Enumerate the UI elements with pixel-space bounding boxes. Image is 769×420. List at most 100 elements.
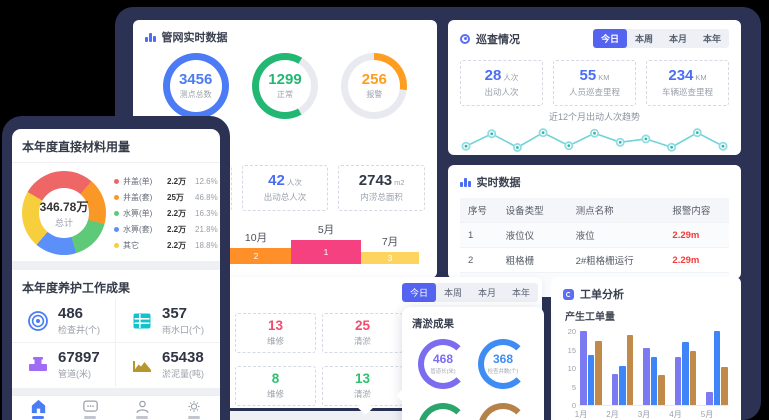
column-header: 序号 — [460, 198, 498, 223]
stat-value: 65438 — [162, 349, 204, 366]
trend-line-svg — [461, 128, 728, 152]
dredge-popover: 清淤成果 468 管道长(米) 368 检查井数(个) — [396, 307, 544, 420]
stat-value-row: 234 KM — [668, 68, 706, 83]
tab-今日[interactable]: 今日 — [401, 283, 436, 302]
legend-name: 其它 — [123, 240, 139, 250]
y-tick-label: 15 — [567, 345, 576, 355]
stat-texts: 65438 淤泥量(吨) — [162, 350, 204, 380]
table-cell: 2 — [460, 247, 498, 273]
legend-dot — [114, 210, 119, 216]
materials-card: 本年度直接材料用量 346.78万 总计 井盖(单) 2.2万 12.6% 井盖(套)… — [12, 129, 220, 261]
nav-item-profile[interactable] — [116, 396, 168, 420]
trend-chart — [448, 123, 741, 162]
table-header-row: 序号 设备类型 测点名称 报警内容 — [460, 198, 729, 223]
podium-bar: 1 — [291, 240, 361, 264]
bar-group — [642, 347, 666, 405]
y-tick-label: 0 — [571, 401, 576, 410]
legend-percent: 21.8% — [195, 224, 218, 234]
phone-frame: 本年度直接材料用量 346.78万 总计 井盖(单) 2.2万 12.6% 井盖(套)… — [2, 116, 230, 420]
stat-label: 出动人次 — [484, 87, 519, 97]
legend-value: 2.2万 — [167, 208, 187, 218]
month-rank-podium: 10月 2 5月 1 7月 3 — [221, 222, 419, 264]
stat-label: 检查井(个) — [58, 324, 100, 335]
tab-本年[interactable]: 本年 — [511, 288, 530, 298]
ring-chart: 1299 正常 — [251, 53, 318, 119]
phone-screen: 本年度直接材料用量 346.78万 总计 井盖(单) 2.2万 12.6% 井盖(套)… — [12, 129, 220, 420]
table-cell: 粗格栅 — [497, 247, 568, 273]
well-icon — [28, 310, 48, 331]
bar — [643, 347, 650, 405]
nav-item-home[interactable] — [12, 396, 64, 420]
network-panel: 管网实时数据 3456 测点总数 1299 正常 256 报警 42 人次 出动总人次 2743… — [133, 20, 437, 278]
legend-value: 2.2万 — [167, 240, 187, 250]
bar — [713, 331, 721, 405]
nav-label-stub — [84, 416, 96, 419]
stat-label: 淤泥量(吨) — [162, 369, 204, 379]
gauge-inner: 468 管道长(米) — [424, 345, 462, 383]
x-tick-label: 3月 — [637, 410, 651, 419]
stat-box: 2743 m2 内涝总面积 — [338, 165, 426, 211]
nav-item-settings[interactable] — [168, 396, 220, 420]
legend-value: 2.2万 — [167, 176, 187, 186]
gauge-inner — [484, 409, 522, 420]
legend-percent: 12.6% — [195, 176, 218, 186]
gauge-value: 468 — [432, 352, 454, 366]
table-row[interactable]: 1 液位仪 液位 2.29m — [460, 222, 729, 248]
network-panel-header: 管网实时数据 — [133, 20, 437, 49]
tab-今日[interactable]: 今日 — [592, 29, 627, 48]
bar — [682, 342, 689, 405]
legend-name: 水箅(套) — [123, 224, 153, 234]
orders-y-axis: 20 15 10 5 0 — [561, 327, 579, 410]
work-stat-value: 8 — [271, 371, 280, 386]
work-order-icon — [563, 288, 574, 300]
bar — [658, 375, 665, 405]
monitor-rings: 3456 测点总数 1299 正常 256 报警 — [133, 49, 437, 119]
tab-本月[interactable]: 本月 — [668, 34, 687, 44]
bar-chart-icon — [460, 177, 471, 187]
patrol-title-group: 巡查情况 — [460, 31, 520, 47]
stat-unit: 人次 — [286, 178, 302, 187]
tab-本周[interactable]: 本周 — [634, 34, 653, 44]
stat-label: 雨水口(个) — [162, 324, 204, 335]
alarm-value: 2.29m — [664, 247, 729, 273]
trend-title: 近12个月出动人次趋势 — [548, 112, 640, 122]
y-tick-label: 20 — [567, 327, 576, 336]
gauge-label: 管道长(米) — [430, 369, 456, 375]
legend-percent: 46.8% — [195, 192, 218, 202]
stat-label: 出动总人次 — [263, 192, 307, 202]
bar — [595, 341, 602, 405]
gauge-value: 368 — [492, 352, 514, 366]
stat-value: 55 — [579, 67, 597, 84]
gauge-chart — [418, 403, 468, 420]
tab-本年[interactable]: 本年 — [702, 34, 721, 44]
work-stat-box: 25 清淤 — [322, 313, 403, 353]
work-stat-label: 清淤 — [353, 336, 371, 346]
dredge-title: 清淤成果 — [412, 318, 454, 330]
work-stat-box: 8 维修 — [235, 366, 316, 406]
podium-month: 10月 — [244, 232, 268, 244]
nav-item-messages[interactable] — [64, 396, 116, 420]
bar — [706, 392, 713, 405]
y-tick-label: 10 — [567, 364, 576, 373]
stat-texts: 486 检查井(个) — [58, 306, 100, 336]
stat-unit: KM — [695, 73, 707, 82]
legend-dot — [114, 226, 119, 232]
bar-group — [705, 331, 729, 405]
legend-item: 其它 2.2万 18.8% — [114, 240, 218, 251]
bar — [689, 351, 697, 405]
work-stat-box: 13 维修 — [235, 313, 316, 353]
tab-本周[interactable]: 本周 — [443, 288, 462, 298]
column-header: 报警内容 — [664, 198, 729, 223]
legend-dot — [114, 194, 119, 200]
divider-strip — [12, 388, 220, 396]
monitor-ring: 3456 测点总数 — [162, 53, 229, 119]
tab-本月[interactable]: 本月 — [477, 288, 496, 298]
legend-dot — [114, 178, 119, 184]
work-stat-box: 13 清淤 — [322, 366, 403, 406]
monitor-ring: 256 报警 — [341, 53, 408, 119]
stat-box: 55 KM 人员巡查里程 — [553, 60, 636, 106]
table-row[interactable]: 2 粗格栅 2#粗格栅运行 2.29m — [460, 247, 729, 273]
patrol-icon — [460, 33, 470, 44]
materials-donut-chart: 346.78万 总计 井盖(单) 2.2万 12.6% 井盖(套) 25万 46.8% 水箅… — [12, 163, 220, 261]
stat-unit: 人次 — [503, 73, 519, 82]
